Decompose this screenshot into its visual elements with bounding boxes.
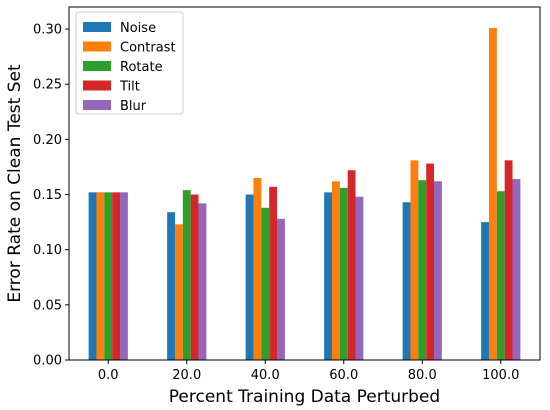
legend-label-tilt: Tilt: [119, 80, 140, 95]
bar-rotate-60.0: [339, 187, 348, 360]
bar-contrast-60.0: [331, 181, 340, 360]
bar-noise-20.0: [167, 212, 175, 360]
bar-noise-80.0: [402, 202, 411, 360]
bar-tilt-100.0: [504, 160, 513, 360]
bar-tilt-80.0: [426, 163, 435, 360]
bar-rotate-40.0: [261, 207, 270, 360]
bar-noise-60.0: [324, 192, 332, 360]
legend-swatch-blur: [83, 100, 111, 110]
y-tick-label: 0.10: [33, 243, 62, 258]
legend-swatch-noise: [83, 22, 111, 32]
x-tick-label: 100.0: [482, 368, 519, 383]
legend-label-blur: Blur: [120, 99, 147, 114]
bar-blur-20.0: [198, 203, 207, 360]
x-axis-title: Percent Training Data Perturbed: [169, 387, 440, 407]
y-tick-label: 0.20: [33, 133, 62, 148]
x-tick-label: 80.0: [408, 368, 437, 383]
legend-swatch-contrast: [83, 41, 111, 52]
x-tick-label: 40.0: [251, 368, 280, 383]
legend-swatch-rotate: [83, 61, 111, 71]
legend: Noise Contrast Rotate Tilt Blur: [75, 11, 184, 115]
bar-contrast-40.0: [253, 177, 262, 360]
bar-noise-100.0: [481, 222, 489, 360]
y-tick-label: 0.30: [33, 23, 62, 38]
bar-rotate-80.0: [418, 180, 427, 360]
bar-contrast-80.0: [410, 160, 419, 360]
y-tick-label: 0.15: [33, 188, 62, 203]
x-tick-label: 60.0: [329, 368, 358, 383]
y-axis: 0.00 0.05 0.10 0.15 0.20 0.25 0.30: [33, 23, 69, 369]
legend-label-rotate: Rotate: [120, 60, 163, 75]
legend-label-noise: Noise: [120, 21, 156, 36]
bar-rotate-100.0: [496, 191, 505, 360]
bar-rotate-20.0: [182, 190, 191, 360]
x-tick-label: 0.0: [98, 368, 119, 383]
y-tick-label: 0.05: [33, 298, 62, 313]
plot-frame: [68, 6, 541, 361]
bar-blur-100.0: [512, 179, 521, 360]
x-axis: 0.0 20.0 40.0 60.0 80.0 100.0: [98, 360, 519, 383]
y-axis-title: Error Rate on Clean Test Set: [5, 64, 25, 303]
bar-tilt-20.0: [190, 194, 199, 360]
bars-group: [88, 27, 521, 361]
bar-blur-60.0: [355, 196, 364, 360]
bar-blur-40.0: [277, 218, 285, 360]
bar-blur-0.0: [120, 192, 128, 360]
bar-blur-80.0: [434, 181, 442, 360]
y-tick-label: 0.25: [33, 78, 62, 93]
bar-contrast-100.0: [488, 27, 497, 361]
bar-contrast-20.0: [174, 224, 183, 360]
bar-rotate-0.0: [104, 192, 113, 360]
legend-label-contrast: Contrast: [120, 41, 176, 56]
bar-tilt-0.0: [112, 192, 121, 360]
bar-contrast-0.0: [96, 192, 105, 360]
bar-noise-0.0: [88, 192, 97, 360]
bar-tilt-40.0: [269, 186, 278, 360]
legend-swatch-tilt: [83, 80, 111, 91]
x-tick-label: 20.0: [172, 368, 201, 383]
y-tick-label: 0.00: [33, 354, 62, 369]
bar-tilt-60.0: [347, 170, 356, 360]
bar-noise-40.0: [245, 194, 254, 360]
